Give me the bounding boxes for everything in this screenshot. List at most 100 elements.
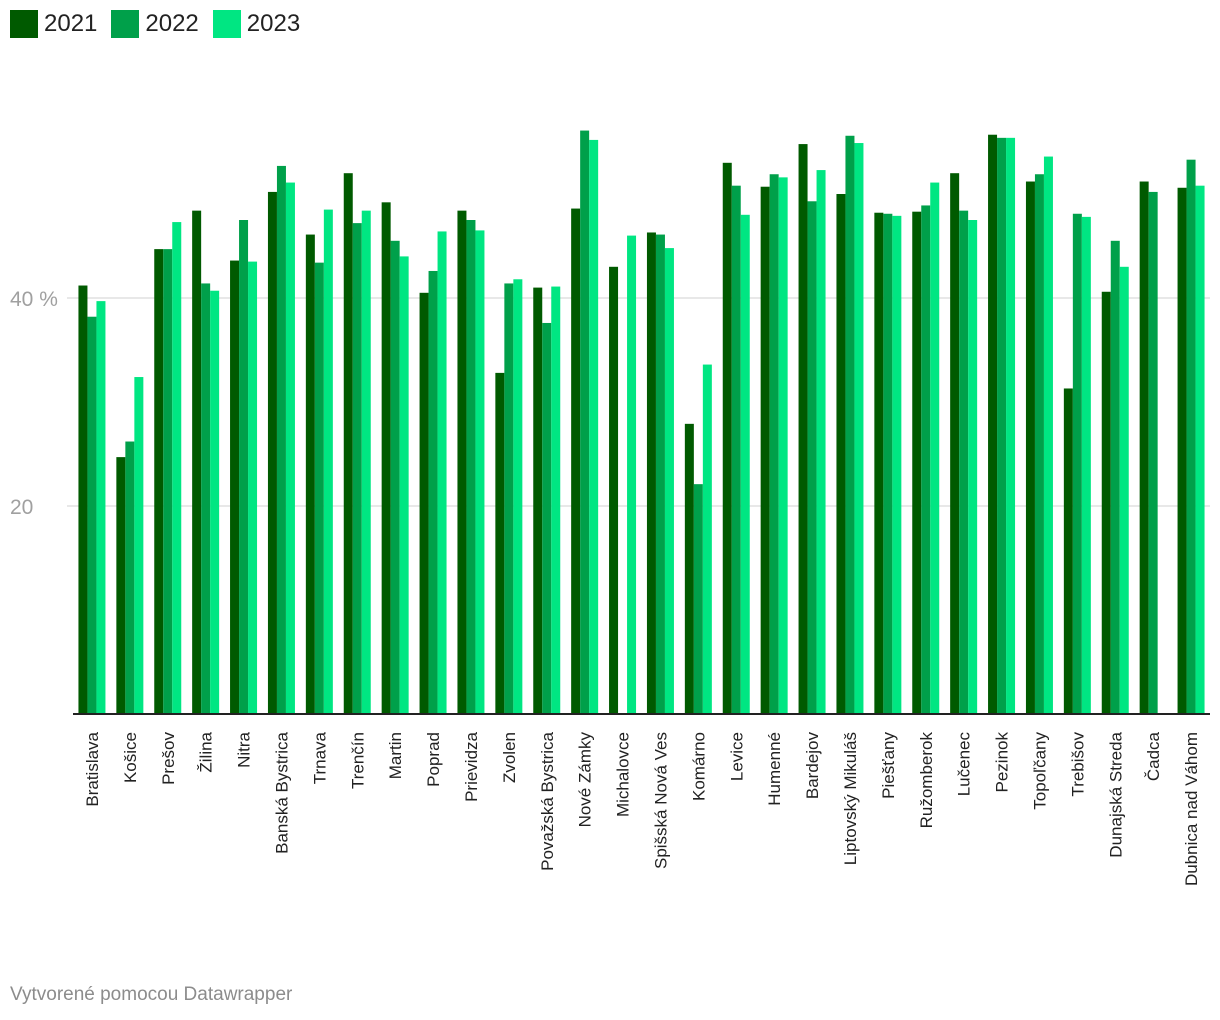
bar-2023-5[interactable] — [285, 182, 295, 714]
category-label-0: Bratislava — [83, 731, 102, 806]
bar-2022-17[interactable] — [731, 185, 741, 714]
bar-2021-6[interactable] — [305, 234, 315, 714]
bar-2021-29[interactable] — [1177, 187, 1187, 714]
bar-2023-8[interactable] — [399, 256, 409, 714]
bar-2023-22[interactable] — [930, 182, 940, 714]
bar-2021-19[interactable] — [798, 144, 808, 714]
bar-2021-27[interactable] — [1101, 291, 1111, 714]
bar-2021-14[interactable] — [609, 266, 619, 714]
category-label-1: Košice — [121, 732, 140, 783]
bar-2021-25[interactable] — [1025, 181, 1035, 714]
bar-2023-24[interactable] — [1006, 137, 1016, 715]
bar-2021-8[interactable] — [381, 202, 391, 714]
bar-2021-24[interactable] — [988, 134, 998, 715]
bar-2022-5[interactable] — [276, 165, 286, 715]
bar-2023-7[interactable] — [361, 210, 371, 714]
bar-2023-11[interactable] — [513, 279, 523, 714]
bar-2023-12[interactable] — [551, 286, 561, 714]
bar-2022-29[interactable] — [1186, 159, 1196, 714]
bar-2021-15[interactable] — [646, 232, 656, 715]
bar-2023-29[interactable] — [1195, 185, 1205, 714]
bar-2023-14[interactable] — [627, 235, 637, 714]
category-label-22: Ružomberok — [917, 732, 936, 829]
bar-2022-19[interactable] — [807, 201, 817, 714]
bar-2021-4[interactable] — [230, 260, 240, 714]
bar-2022-9[interactable] — [428, 270, 438, 714]
bar-2021-2[interactable] — [154, 249, 164, 714]
bar-2021-17[interactable] — [722, 162, 732, 715]
bar-2023-15[interactable] — [664, 248, 674, 714]
bar-2021-5[interactable] — [267, 191, 277, 715]
bar-2022-13[interactable] — [580, 130, 590, 714]
bar-2022-6[interactable] — [314, 262, 324, 714]
bar-2023-2[interactable] — [172, 222, 182, 714]
bar-2023-10[interactable] — [475, 230, 485, 714]
legend-label-2021: 2021 — [44, 10, 98, 37]
bar-2023-16[interactable] — [702, 364, 712, 714]
bar-2023-18[interactable] — [778, 177, 788, 715]
legend-item-2023[interactable]: 2023 — [212, 10, 301, 38]
bar-2023-6[interactable] — [323, 209, 333, 714]
bar-2021-10[interactable] — [457, 210, 467, 714]
bar-2023-19[interactable] — [816, 170, 826, 714]
bar-2021-9[interactable] — [419, 292, 429, 714]
bar-2022-12[interactable] — [542, 322, 552, 714]
bar-2021-18[interactable] — [760, 186, 770, 715]
bar-2021-11[interactable] — [495, 372, 505, 714]
legend-item-2022[interactable]: 2022 — [111, 10, 199, 38]
bar-2022-11[interactable] — [504, 283, 514, 714]
bar-2022-26[interactable] — [1072, 213, 1082, 714]
bar-2022-27[interactable] — [1110, 240, 1120, 715]
bar-2022-3[interactable] — [201, 283, 211, 714]
bar-2023-26[interactable] — [1081, 216, 1091, 714]
bar-2022-18[interactable] — [769, 174, 779, 715]
bar-2022-21[interactable] — [883, 213, 893, 714]
bar-2021-7[interactable] — [343, 173, 353, 714]
bar-2022-24[interactable] — [997, 137, 1007, 715]
bar-2022-22[interactable] — [921, 205, 931, 714]
legend-label-2023: 2023 — [246, 10, 301, 37]
bar-2022-1[interactable] — [125, 441, 135, 714]
bar-2021-0[interactable] — [78, 285, 88, 714]
bar-2023-17[interactable] — [740, 214, 750, 715]
bar-2022-28[interactable] — [1148, 191, 1158, 715]
y-tick-label-20: 20 — [10, 496, 33, 519]
bar-2022-20[interactable] — [845, 135, 855, 714]
bar-2022-10[interactable] — [466, 220, 476, 714]
legend-item-2021[interactable]: 2021 — [10, 10, 97, 38]
bar-2021-26[interactable] — [1063, 388, 1073, 714]
bar-2022-4[interactable] — [239, 220, 249, 714]
bar-2021-13[interactable] — [571, 208, 581, 714]
bar-2023-25[interactable] — [1043, 156, 1053, 714]
bar-2021-12[interactable] — [533, 287, 543, 714]
bar-2021-3[interactable] — [192, 210, 202, 714]
category-label-7: Trenčín — [348, 732, 367, 789]
bar-2023-3[interactable] — [210, 290, 220, 714]
bar-2021-23[interactable] — [950, 173, 960, 714]
bar-2023-9[interactable] — [437, 231, 447, 714]
bar-2022-23[interactable] — [959, 210, 969, 714]
bar-2021-21[interactable] — [874, 212, 884, 714]
bar-2022-16[interactable] — [693, 484, 703, 714]
bar-2022-0[interactable] — [87, 316, 97, 714]
bar-2021-1[interactable] — [116, 457, 126, 714]
category-label-6: Trnava — [310, 731, 329, 784]
bar-2022-8[interactable] — [390, 240, 400, 715]
bar-2022-7[interactable] — [352, 223, 362, 714]
bar-2023-13[interactable] — [589, 139, 599, 715]
category-label-28: Čadca — [1144, 731, 1163, 781]
bar-2022-25[interactable] — [1034, 174, 1044, 715]
bar-2023-20[interactable] — [854, 143, 864, 715]
bar-2023-27[interactable] — [1119, 266, 1129, 714]
bar-2021-16[interactable] — [684, 423, 694, 714]
bar-2021-22[interactable] — [912, 211, 922, 714]
bar-2023-0[interactable] — [96, 301, 106, 714]
bar-2023-1[interactable] — [134, 377, 144, 714]
bar-2023-4[interactable] — [248, 261, 258, 714]
bar-2022-2[interactable] — [163, 249, 173, 714]
bar-2021-20[interactable] — [836, 194, 846, 714]
bar-2021-28[interactable] — [1139, 181, 1149, 714]
bar-2022-15[interactable] — [655, 234, 665, 714]
bar-2023-21[interactable] — [892, 215, 902, 714]
bar-2023-23[interactable] — [968, 220, 978, 714]
